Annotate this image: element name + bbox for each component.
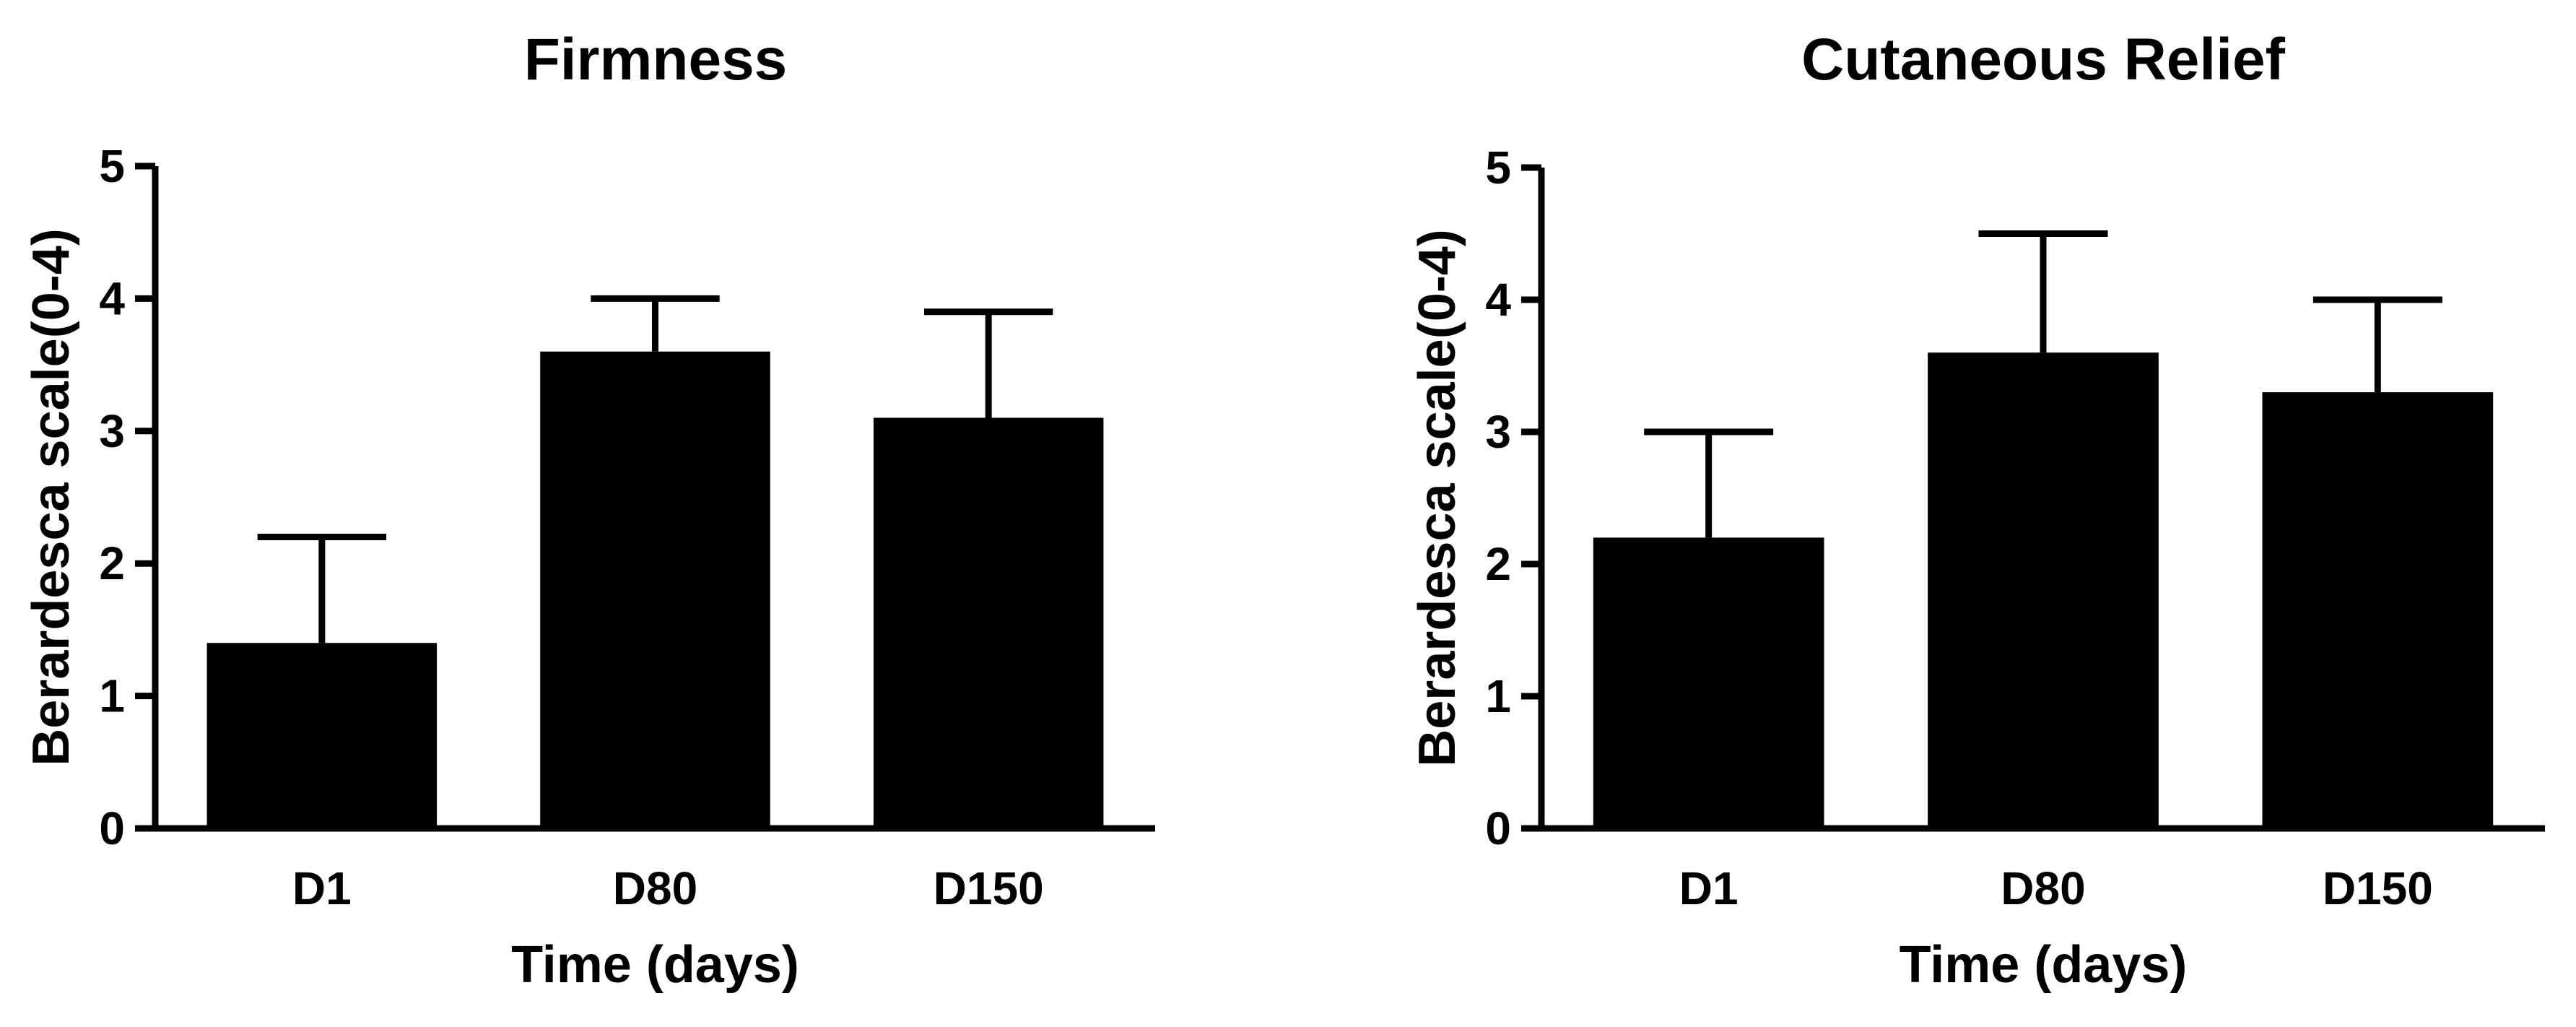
x-tick-label-1-d1: D1 [292,862,352,914]
bar-1-d1 [206,643,438,828]
y-tick-label-1-0: 0 [99,802,125,854]
y-tick-label-2-4: 4 [1485,274,1511,326]
y-tick-label-2-2: 2 [1485,538,1511,590]
y-tick-label-1-4: 4 [99,272,125,324]
y-axis-label-2: Berardesca scale(0-4) [1409,229,1466,766]
y-tick-label-2-3: 3 [1485,406,1511,458]
y-tick-label-1-5: 5 [99,140,125,192]
x-axis-label-2: Time (days) [1900,936,2188,994]
y-tick-label-2-1: 1 [1485,670,1511,722]
x-axis-label-1: Time (days) [511,936,799,994]
y-tick-label-1-2: 2 [99,537,125,589]
x-tick-label-1-d80: D80 [613,862,697,914]
chart-title-1: Firmness [524,27,788,92]
bar-2-d150 [2262,392,2494,828]
x-tick-label-1-d150: D150 [934,862,1044,914]
x-tick-label-2-d80: D80 [2001,862,2085,914]
bar-2-d80 [1928,352,2159,828]
y-tick-label-2-5: 5 [1485,142,1511,194]
chart-title-2: Cutaneous Relief [1801,27,2285,92]
bar-2-d1 [1593,537,1824,828]
x-tick-label-2-d1: D1 [1679,862,1739,914]
x-tick-label-2-d150: D150 [2323,862,2433,914]
y-axis-label-1: Berardesca scale(0-4) [22,228,80,766]
y-tick-label-1-3: 3 [99,405,125,457]
bar-1-d150 [873,417,1104,828]
y-tick-label-2-0: 0 [1485,802,1511,854]
y-tick-label-1-1: 1 [99,670,125,722]
bar-1-d80 [540,351,770,828]
